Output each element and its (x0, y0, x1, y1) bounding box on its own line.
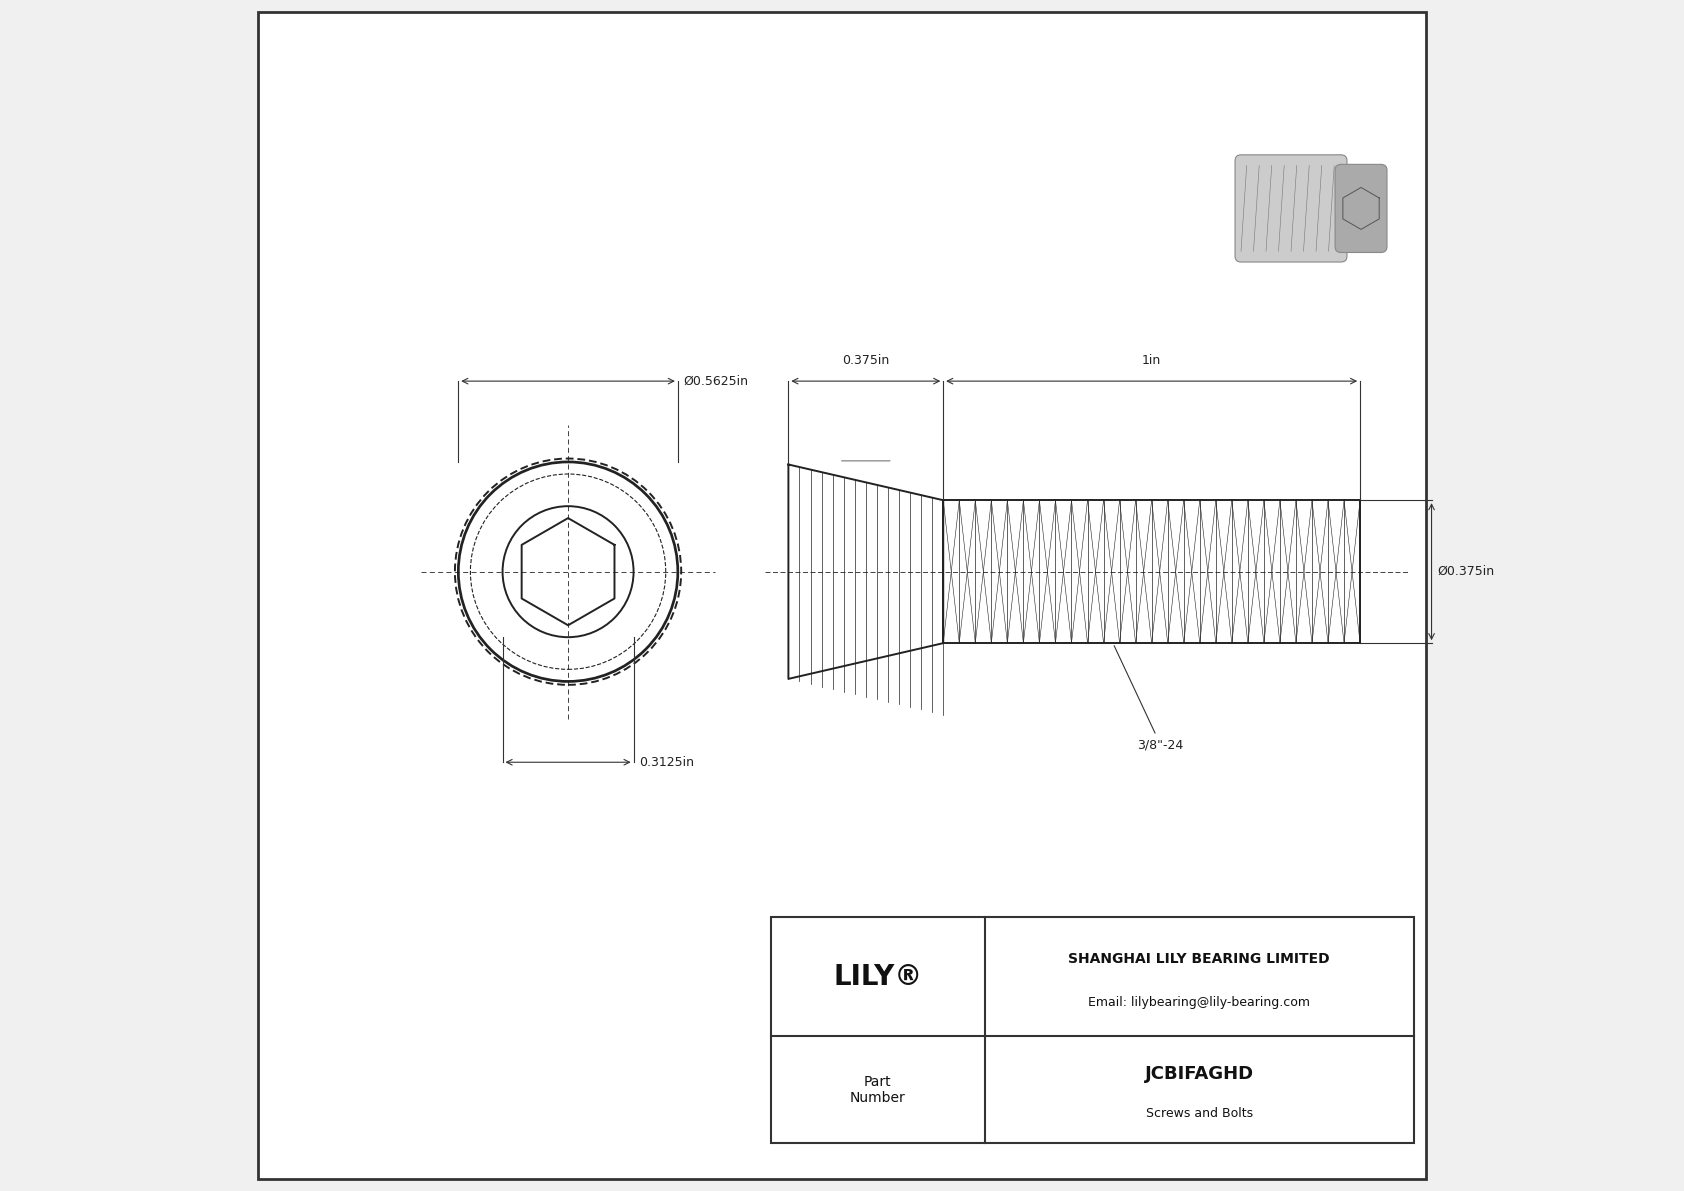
Text: Screws and Bolts: Screws and Bolts (1145, 1106, 1253, 1120)
Text: Ø0.375in: Ø0.375in (1438, 566, 1495, 578)
Text: 1in: 1in (1142, 354, 1162, 367)
Text: Part
Number: Part Number (850, 1074, 906, 1105)
Polygon shape (943, 500, 1361, 643)
FancyBboxPatch shape (1335, 164, 1388, 252)
Text: Ø0.5625in: Ø0.5625in (684, 375, 749, 387)
Text: 0.375in: 0.375in (842, 354, 889, 367)
Text: Email: lilybearing@lily-bearing.com: Email: lilybearing@lily-bearing.com (1088, 997, 1310, 1009)
Text: LILY®: LILY® (834, 962, 923, 991)
Text: 3/8"-24: 3/8"-24 (1115, 646, 1184, 752)
FancyBboxPatch shape (1234, 155, 1347, 262)
Text: SHANGHAI LILY BEARING LIMITED: SHANGHAI LILY BEARING LIMITED (1068, 952, 1330, 966)
Text: JCBIFAGHD: JCBIFAGHD (1145, 1065, 1255, 1083)
Bar (771, 917, 1413, 1143)
Text: 0.3125in: 0.3125in (640, 756, 694, 768)
Polygon shape (788, 464, 943, 679)
